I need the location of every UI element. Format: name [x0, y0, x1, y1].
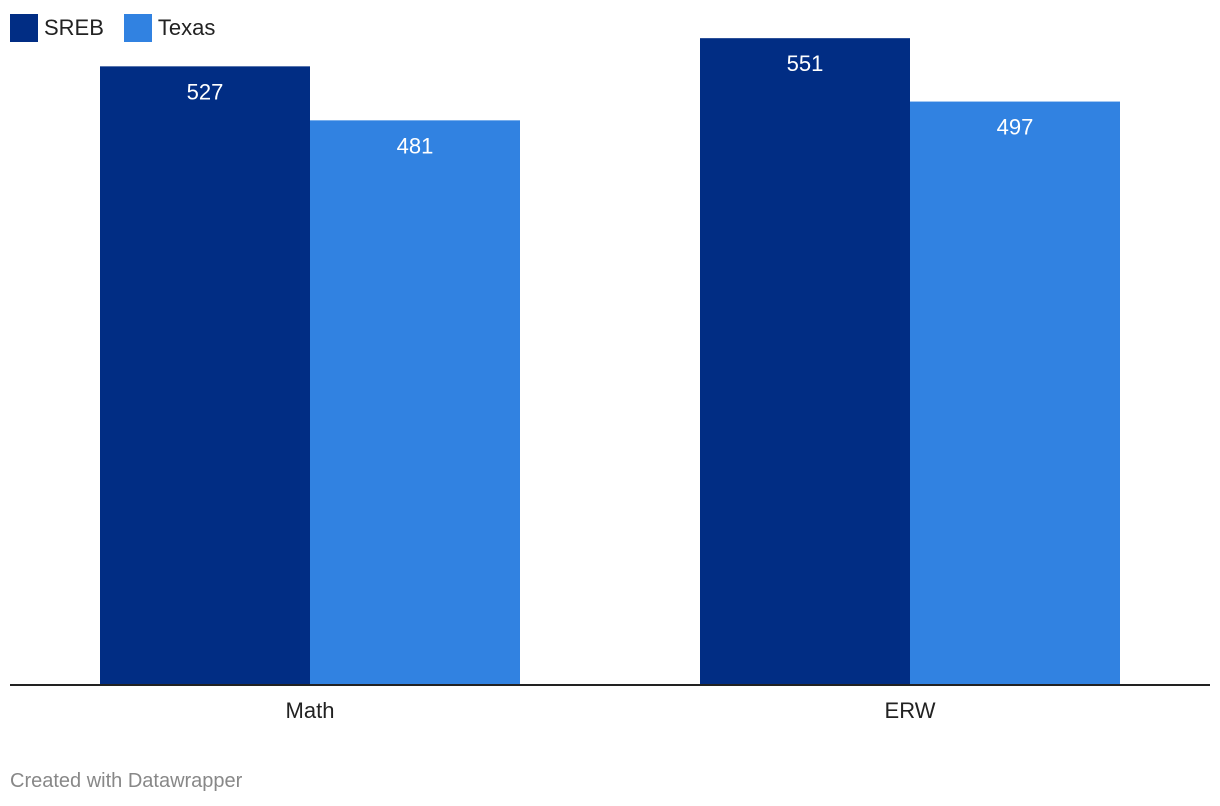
bar-value-label-sreb-erw: 551	[787, 51, 824, 76]
category-label-math: Math	[286, 698, 335, 723]
legend-label-texas: Texas	[157, 15, 216, 40]
bar-texas-math	[310, 120, 520, 685]
bar-sreb-erw	[700, 38, 910, 686]
category-label-erw: ERW	[885, 698, 936, 723]
bar-value-label-texas-math: 481	[397, 133, 434, 158]
legend-swatch-texas	[123, 14, 152, 42]
legend: SREB Texas	[10, 13, 235, 43]
bar-value-label-sreb-math: 527	[187, 79, 224, 104]
bar-texas-erw	[910, 101, 1120, 686]
legend-swatch-sreb	[10, 14, 38, 42]
credit-text[interactable]: Created with Datawrapper	[10, 770, 243, 792]
legend-item-sreb: SREB	[10, 14, 104, 42]
legend-label-sreb: SREB	[44, 15, 104, 40]
bar-chart: 527 481 Math 551 497 ERW	[10, 38, 1210, 723]
bar-sreb-math	[100, 66, 310, 685]
legend-item-texas: Texas	[123, 14, 216, 42]
bar-value-label-texas-erw: 497	[997, 115, 1034, 140]
